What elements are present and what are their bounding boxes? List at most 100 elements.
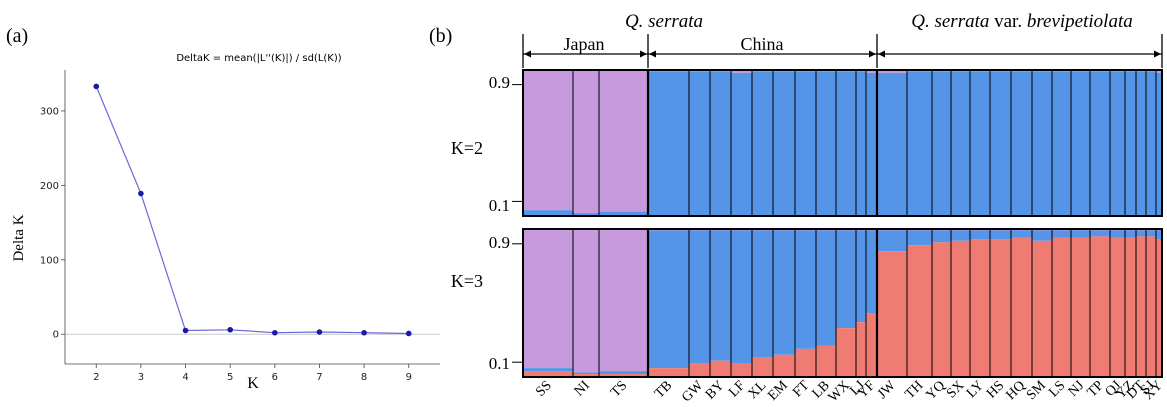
- bar-k3-LB-cluster2: [816, 230, 836, 346]
- bar-k2-SS-cluster2: [523, 210, 573, 216]
- bar-k2-SS-cluster1: [523, 70, 573, 211]
- row-label-k2: K=2: [451, 138, 483, 158]
- bar-k2-NI-cluster1: [573, 70, 599, 214]
- bar-k3-EM-cluster3: [773, 354, 795, 377]
- k2-tick-0.9: 0.9: [489, 73, 510, 92]
- bar-k3-FT-cluster2: [795, 230, 816, 349]
- bar-k2-JW-cluster2: [877, 72, 907, 216]
- deltak-point: [316, 329, 323, 335]
- y-tick-label: 100: [40, 255, 59, 266]
- bar-k2-LF-cluster1: [731, 70, 752, 73]
- bar-k3-BY-cluster3: [710, 360, 731, 377]
- bar-k2-LJ-cluster2: [856, 71, 866, 217]
- bar-k3-NI-cluster3: [573, 374, 599, 377]
- bar-k2-YF-cluster1: [866, 70, 877, 73]
- y-tick-label: 300: [40, 106, 59, 117]
- bar-k3-YZ-cluster3: [1125, 237, 1136, 377]
- species-label-brevipetiolata: Q. serrata var. brevipetiolata: [911, 11, 1132, 32]
- bar-k2-TP-cluster2: [1090, 71, 1110, 217]
- bar-k2-YF-cluster2: [866, 72, 877, 216]
- population-label-BY: BY: [703, 378, 727, 402]
- bar-k3-XY-cluster3: [1156, 239, 1162, 377]
- bar-k3-TS-cluster3: [599, 374, 648, 377]
- bar-k3-SM-cluster2: [1032, 230, 1052, 241]
- arrow-variety-right: [1154, 50, 1161, 58]
- bar-k3-TS-cluster2: [599, 371, 648, 375]
- bar-k3-TH-cluster3: [907, 245, 932, 377]
- bar-k3-SX-cluster3: [951, 240, 970, 377]
- bar-k2-JW-cluster1: [877, 70, 907, 73]
- bar-k2-LB-cluster2: [816, 71, 836, 217]
- bar-k3-TP-cluster2: [1090, 230, 1110, 237]
- k3-tick-0.1: 0.1: [489, 354, 510, 373]
- bar-k3-DT-cluster3: [1136, 236, 1146, 377]
- bar-k3-HS-cluster3: [990, 239, 1011, 377]
- group-brackets: [522, 34, 1163, 68]
- bar-k3-SS-cluster1: [523, 229, 573, 369]
- bar-k2-XY-cluster2: [1156, 72, 1162, 216]
- bar-k3-LF-cluster3: [731, 363, 752, 377]
- bar-k2-HS-cluster2: [990, 71, 1011, 217]
- bar-k2-EM-cluster2: [773, 71, 795, 217]
- bar-k3-LS-cluster2: [1052, 230, 1071, 238]
- bar-k2-LF-cluster2: [731, 72, 752, 216]
- bar-k2-NJ-cluster2: [1071, 71, 1090, 217]
- bar-k2-DT-cluster2: [1136, 71, 1146, 217]
- bar-k2-XY-cluster1: [1156, 70, 1162, 73]
- bar-k2-BY-cluster2: [710, 71, 731, 217]
- bar-k2-TS-cluster1: [599, 70, 648, 212]
- x-tick-label: 4: [182, 372, 188, 383]
- species-label-brevipetiolata-variety: brevipetiolata: [1027, 11, 1133, 32]
- bar-k3-SX-cluster2: [951, 230, 970, 241]
- panel-label-b: (b): [429, 25, 452, 47]
- arrow-variety-left: [878, 50, 885, 58]
- bar-k3-TH-cluster2: [907, 230, 932, 246]
- population-label-SS: SS: [533, 378, 555, 400]
- bar-k3-SJ-cluster2: [1146, 230, 1156, 237]
- x-tick-label: 2: [93, 372, 99, 383]
- bar-k3-JW-cluster3: [877, 251, 907, 377]
- x-tick-label: 9: [406, 372, 412, 383]
- bar-k2-TH-cluster2: [907, 71, 932, 217]
- bar-k3-LS-cluster3: [1052, 237, 1071, 377]
- bar-k3-SJ-cluster3: [1146, 236, 1156, 377]
- bar-k3-XL-cluster2: [752, 230, 773, 358]
- bar-k3-LJ-cluster2: [856, 230, 866, 323]
- bar-k2-YQ-cluster2: [932, 71, 951, 217]
- population-label-TS: TS: [608, 378, 630, 400]
- y-tick-label: 0: [53, 330, 59, 341]
- population-label-HS: HS: [984, 378, 1007, 401]
- row-frame: [522, 69, 1163, 217]
- species-label-brevipetiolata-rank: var.: [989, 11, 1026, 32]
- bar-k3-GW-cluster3: [689, 363, 710, 377]
- bar-k3-DT-cluster2: [1136, 230, 1146, 237]
- population-label-FT: FT: [790, 378, 812, 400]
- bar-k3-TS-cluster1: [599, 229, 648, 372]
- row-k3: [512, 228, 1163, 378]
- species-label-serrata: Q. serrata: [625, 11, 703, 32]
- axes: 0 100 200 300 2 3 4 5 6 7 8 9: [40, 70, 440, 383]
- deltak-point: [405, 330, 412, 337]
- arrow-china-left: [649, 50, 656, 58]
- population-label-LF: LF: [726, 378, 748, 400]
- bar-k3-TB-cluster3: [648, 368, 689, 377]
- population-label-SM: SM: [1024, 378, 1049, 403]
- population-label-WX: WX: [826, 378, 853, 405]
- bar-k3-XL-cluster3: [752, 357, 773, 377]
- bar-k3-SS-cluster2: [523, 368, 573, 372]
- deltak-point: [182, 327, 189, 334]
- population-label-LY: LY: [964, 378, 987, 401]
- bar-k3-YF-cluster2: [866, 230, 877, 314]
- bar-k3-NI-cluster1: [573, 229, 599, 373]
- deltak-point: [138, 190, 144, 197]
- population-label-TH: TH: [903, 378, 927, 402]
- k3-tick-0.9: 0.9: [489, 233, 510, 252]
- bar-k3-WX-cluster3: [836, 328, 856, 377]
- bar-k3-LF-cluster2: [731, 230, 752, 364]
- bar-k3-BY-cluster2: [710, 230, 731, 361]
- bar-k3-YF-cluster3: [866, 313, 877, 377]
- panel-a-deltak-chart: (a) DeltaK = mean(|L''(K)|) / sd(L(K)) D…: [6, 25, 440, 392]
- arrow-japan-left: [524, 50, 531, 58]
- y-axis-label: Delta K: [11, 214, 27, 261]
